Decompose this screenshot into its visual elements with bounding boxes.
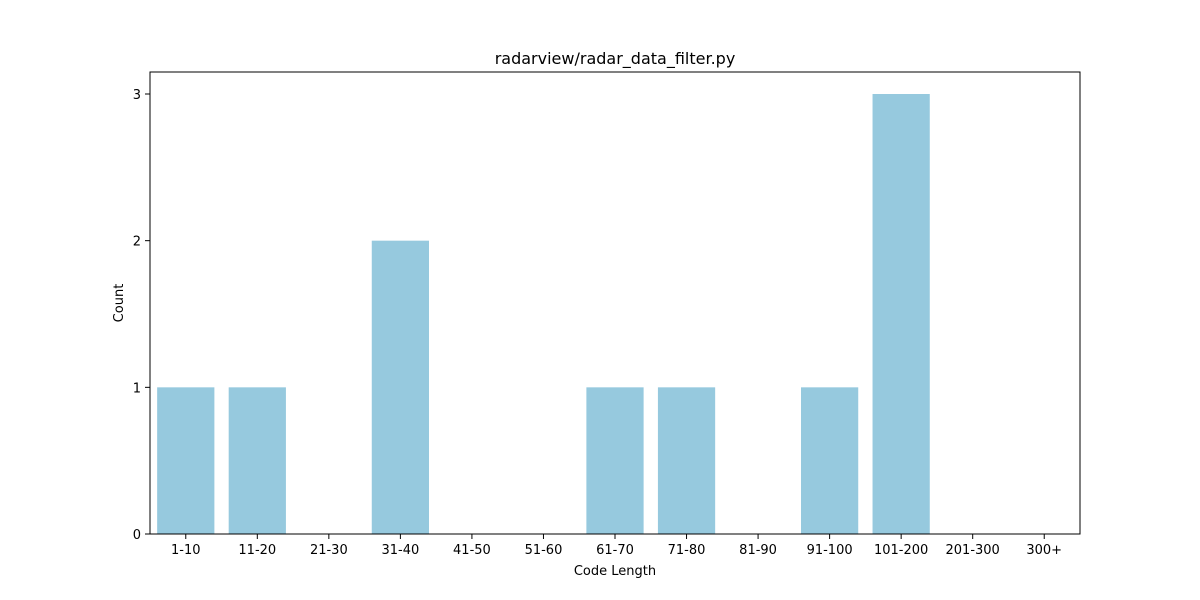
bar-11-20 xyxy=(228,387,286,534)
y-tick-label: 3 xyxy=(133,88,141,103)
x-tick-label: 91-100 xyxy=(807,543,853,558)
bar-101-200 xyxy=(872,94,930,534)
bars-layer xyxy=(157,94,930,534)
x-tick-label: 11-20 xyxy=(238,543,276,558)
x-tick-label: 71-80 xyxy=(668,543,706,558)
x-tick-label: 201-300 xyxy=(946,543,1000,558)
y-axis-label: Count xyxy=(112,284,127,323)
x-tick-label: 31-40 xyxy=(381,543,419,558)
x-tick-label: 51-60 xyxy=(525,543,563,558)
x-tick-label: 21-30 xyxy=(310,543,348,558)
bar-91-100 xyxy=(801,387,859,534)
x-tick-label: 61-70 xyxy=(596,543,634,558)
y-axis: 0 1 2 3 xyxy=(133,88,150,543)
bar-1-10 xyxy=(157,387,215,534)
bar-71-80 xyxy=(657,387,716,534)
y-tick-label: 1 xyxy=(133,381,141,396)
y-tick-label: 2 xyxy=(133,235,141,250)
x-tick-label: 81-90 xyxy=(739,543,777,558)
x-tick-label: 300+ xyxy=(1026,543,1062,558)
x-axis: 1-10 11-20 21-30 31-40 41-50 51-60 61-70 71-80 8… xyxy=(171,534,1062,558)
x-tick-label: 1-10 xyxy=(171,543,201,558)
bar-31-40 xyxy=(371,240,429,534)
x-tick-label: 101-200 xyxy=(874,543,928,558)
x-axis-label: Code Length xyxy=(574,564,656,579)
y-tick-label: 0 xyxy=(133,528,141,543)
x-tick-label: 41-50 xyxy=(453,543,491,558)
bar-61-70 xyxy=(586,387,644,534)
chart-title: radarview/radar_data_filter.py xyxy=(495,49,736,69)
